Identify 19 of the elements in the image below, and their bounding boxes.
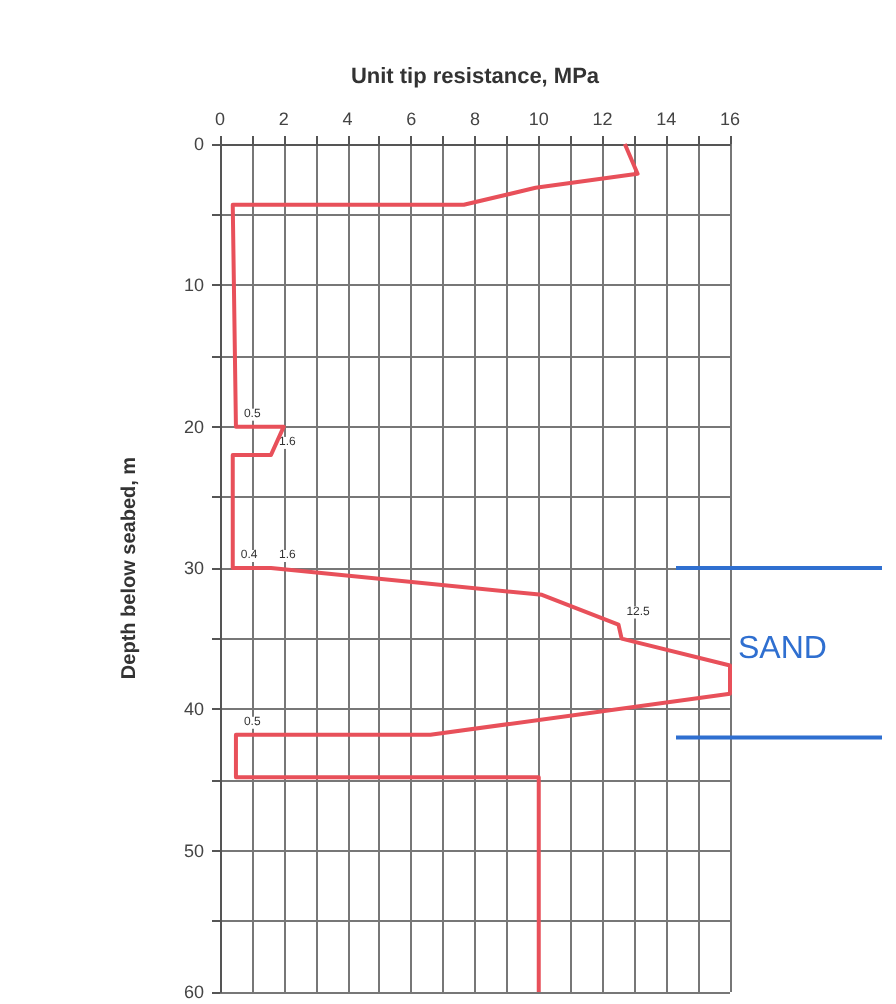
y-tick-label: 40 — [183, 699, 204, 720]
x-tick-label: 0 — [214, 109, 226, 129]
y-axis-title: Depth below seabed, m — [119, 456, 141, 680]
y-tick-label: 50 — [183, 840, 204, 861]
y-tick-label: 30 — [183, 558, 204, 578]
y-tick-label: 20 — [183, 416, 204, 437]
x-tick-label: 14 — [656, 109, 677, 129]
x-tick-label: 10 — [528, 109, 549, 129]
x-tick-label: 6 — [406, 109, 417, 129]
y-tick-label: 10 — [183, 275, 204, 296]
y-tick-label: 0 — [193, 134, 204, 154]
x-tick-label: 8 — [469, 109, 481, 129]
x-tick-label: 2 — [278, 109, 289, 129]
x-axis-title: Unit tip resistance, MPa — [350, 65, 601, 89]
x-tick-label: 16 — [719, 109, 741, 129]
x-tick-label: 12 — [592, 109, 613, 129]
x-tick-label: 4 — [342, 109, 353, 129]
y-tick-label: 60 — [183, 982, 204, 1002]
text: SAND — [738, 631, 827, 666]
